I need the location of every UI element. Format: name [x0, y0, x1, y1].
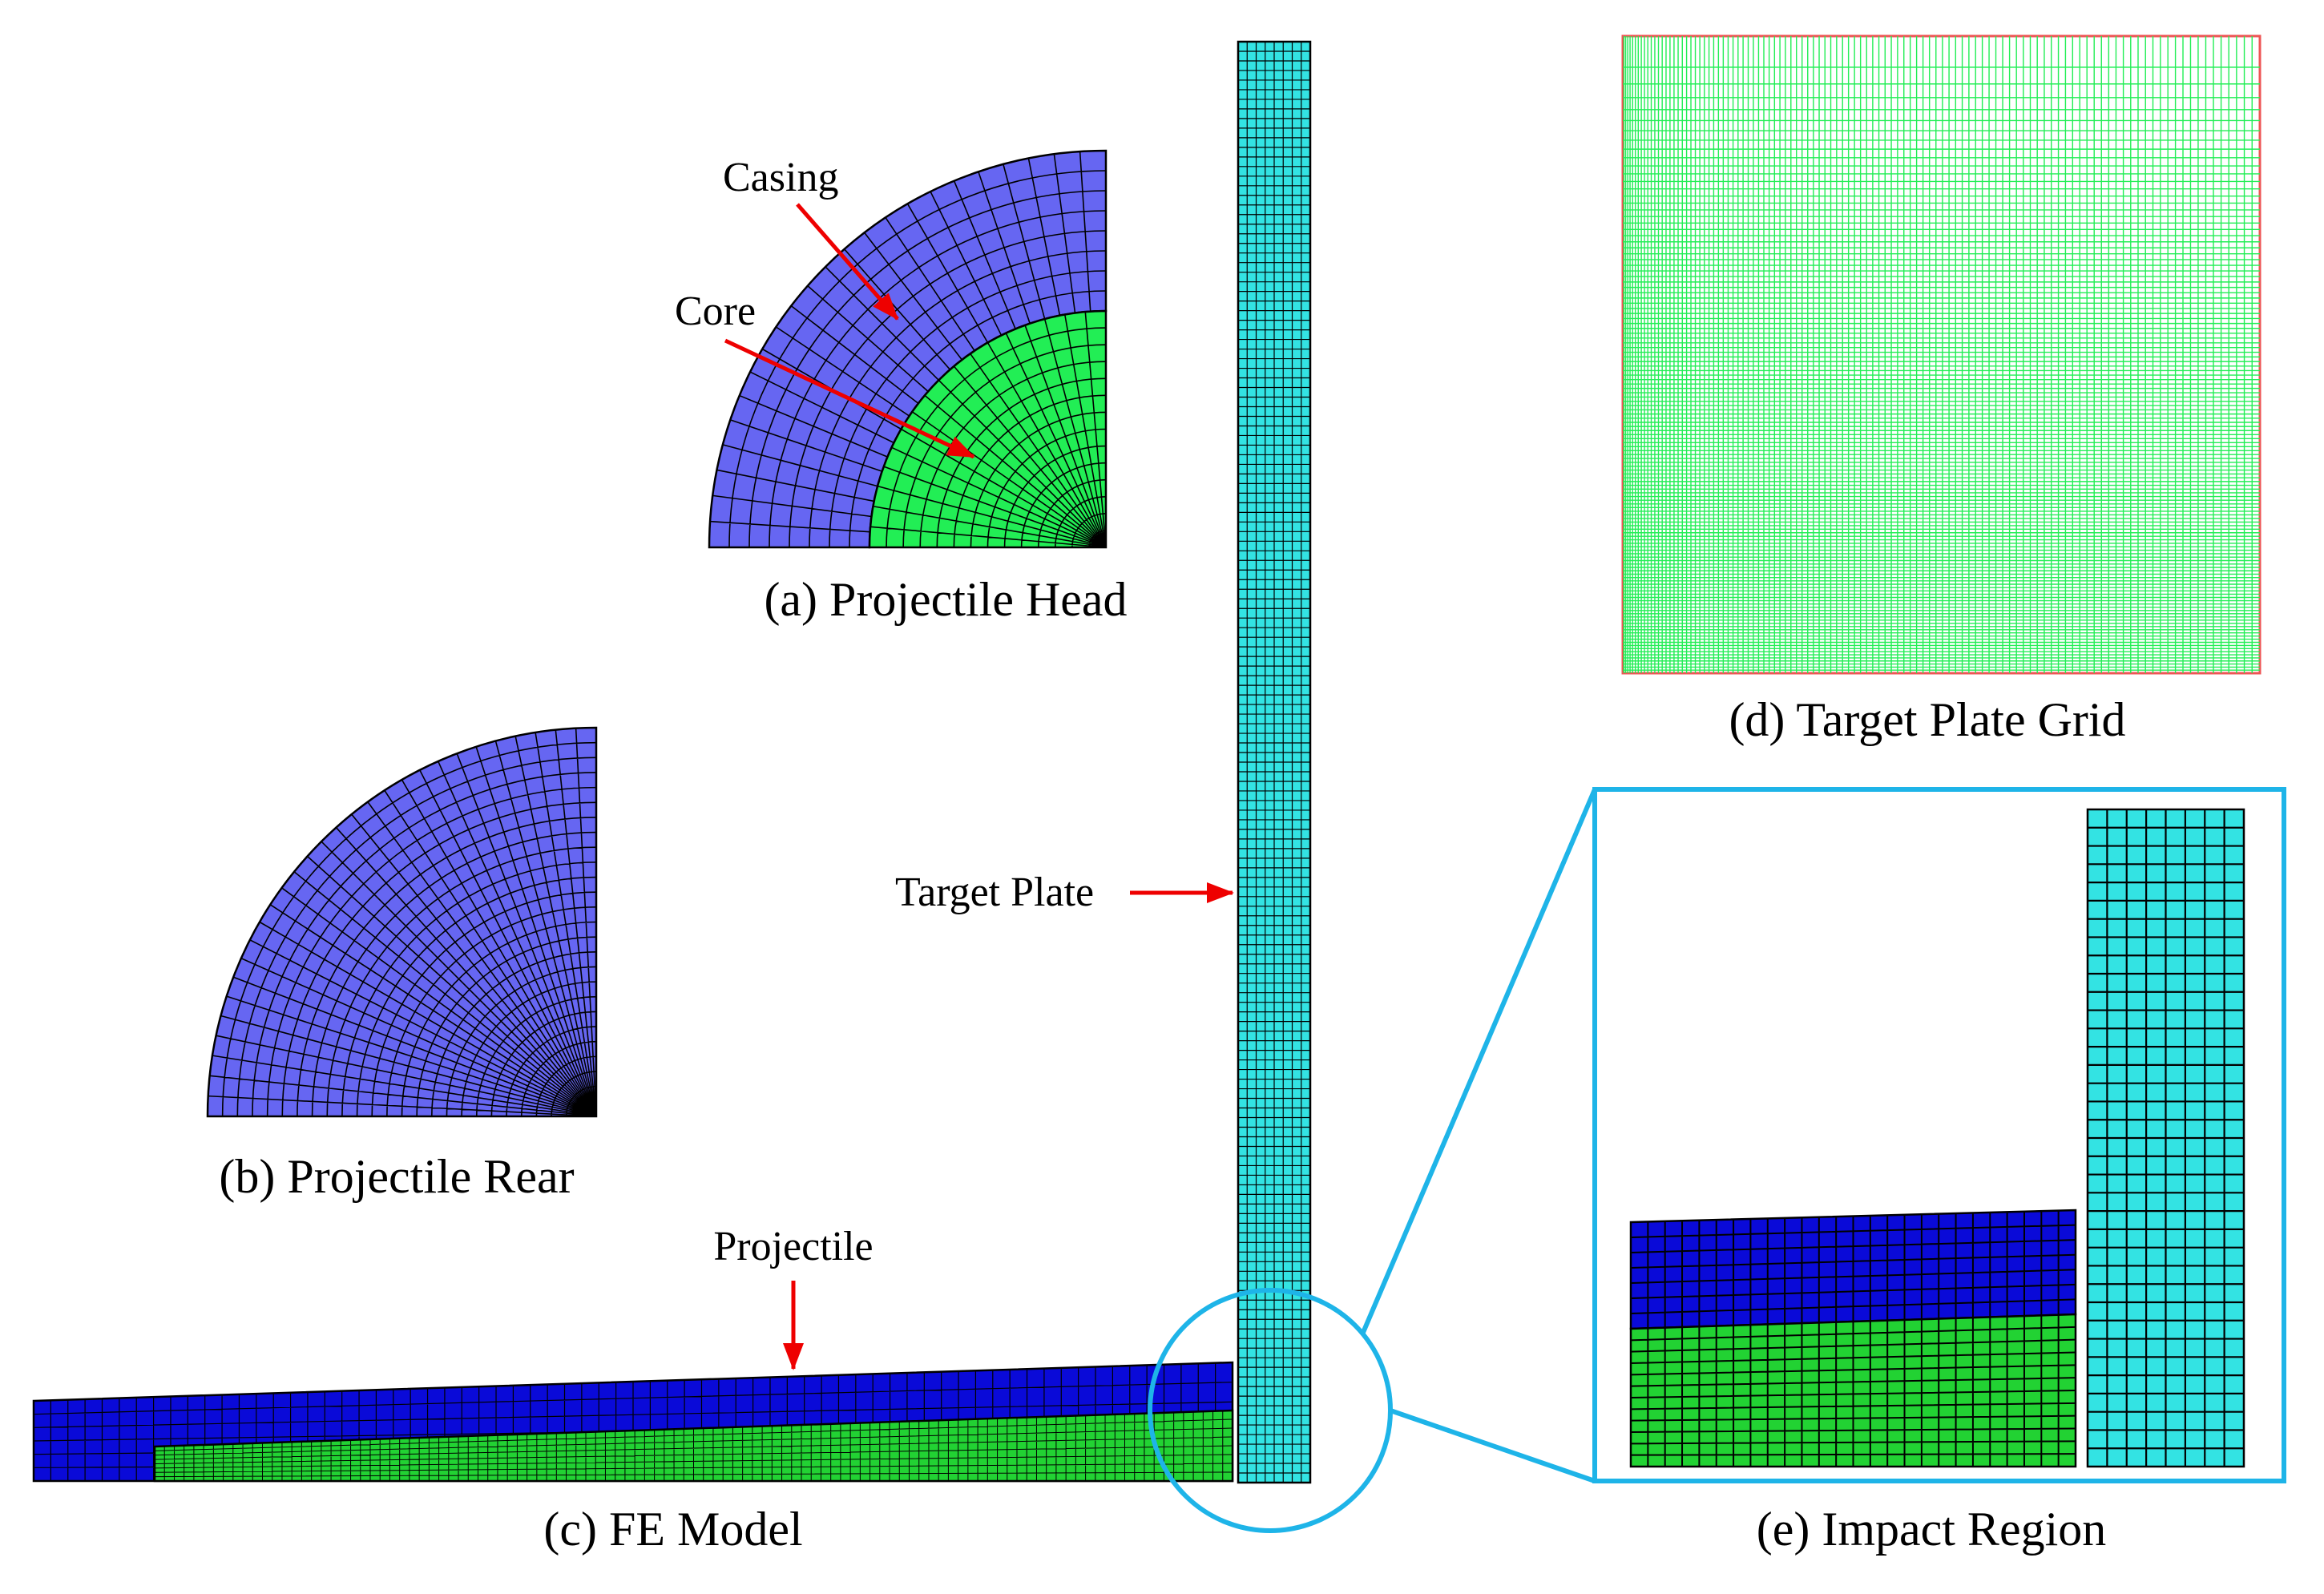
zoom-casing-lines	[1630, 1210, 2076, 1329]
grid-lines	[1623, 36, 2260, 673]
projectile-core-lines	[154, 1410, 1233, 1481]
caption-target-plate-grid: (d) Target Plate Grid	[1729, 693, 2125, 746]
core-label: Core	[675, 289, 756, 334]
projectile-label: Projectile	[713, 1224, 873, 1269]
zoom-connector-bottom	[1390, 1408, 1596, 1483]
target-plate-mesh	[1237, 40, 1312, 1484]
target-plate-lines	[1238, 42, 1310, 1483]
zoom-target-plate-lines	[2088, 809, 2244, 1467]
head-casing-lines	[710, 151, 1107, 548]
caption-impact-region: (e) Impact Region	[1757, 1503, 2107, 1556]
core-arrow	[724, 338, 975, 459]
zoom-connector-top	[1360, 788, 1597, 1336]
head-core-lines	[870, 312, 1107, 548]
casing-label: Casing	[723, 155, 838, 200]
zoom-core-lines	[1630, 1314, 2076, 1467]
target-plate-label: Target Plate	[895, 870, 1094, 915]
caption-fe-model: (c) FE Model	[543, 1503, 802, 1556]
projectile-mesh	[32, 1361, 1234, 1483]
projectile-rear-mesh	[206, 726, 598, 1118]
impact-region-mesh	[1629, 808, 2245, 1468]
caption-projectile-head: (a) Projectile Head	[764, 573, 1127, 626]
projectile-head-mesh	[708, 149, 1108, 549]
caption-projectile-rear: (b) Projectile Rear	[219, 1150, 574, 1203]
rear-casing-lines	[208, 728, 597, 1117]
casing-arrow	[796, 203, 899, 321]
target-plate-grid	[1621, 34, 2261, 675]
